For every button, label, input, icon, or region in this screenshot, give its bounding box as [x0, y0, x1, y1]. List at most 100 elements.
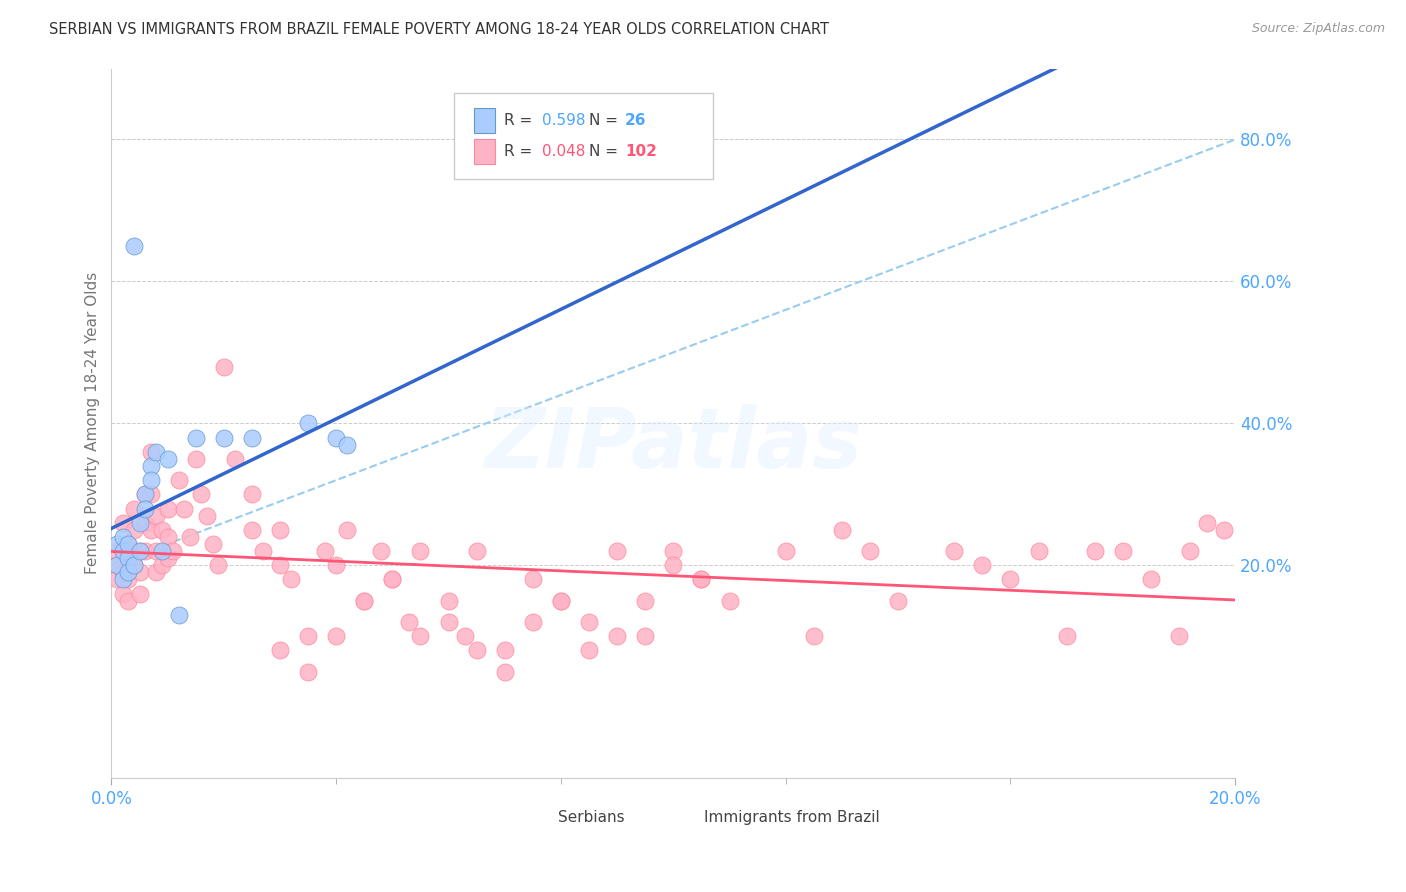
- Point: [325, 558, 347, 573]
- Point: [184, 431, 207, 445]
- Point: [139, 444, 162, 458]
- Point: [1140, 573, 1163, 587]
- Point: [550, 594, 572, 608]
- Point: [122, 501, 145, 516]
- Point: [105, 573, 128, 587]
- Point: [522, 615, 544, 629]
- Point: [128, 587, 150, 601]
- Point: [454, 629, 477, 643]
- Point: [224, 451, 246, 466]
- Text: Immigrants from Brazil: Immigrants from Brazil: [703, 810, 879, 825]
- Point: [606, 629, 628, 643]
- Point: [252, 544, 274, 558]
- Point: [887, 594, 910, 608]
- Point: [195, 508, 218, 523]
- Point: [240, 487, 263, 501]
- Point: [134, 544, 156, 558]
- Point: [201, 537, 224, 551]
- Point: [297, 417, 319, 431]
- Y-axis label: Female Poverty Among 18-24 Year Olds: Female Poverty Among 18-24 Year Olds: [86, 272, 100, 574]
- Point: [1197, 516, 1219, 530]
- Text: Source: ZipAtlas.com: Source: ZipAtlas.com: [1251, 22, 1385, 36]
- Point: [1180, 544, 1202, 558]
- Point: [117, 594, 139, 608]
- Point: [134, 487, 156, 501]
- Point: [105, 558, 128, 573]
- Point: [117, 573, 139, 587]
- Point: [145, 566, 167, 580]
- Point: [139, 523, 162, 537]
- Point: [325, 629, 347, 643]
- Text: SERBIAN VS IMMIGRANTS FROM BRAZIL FEMALE POVERTY AMONG 18-24 YEAR OLDS CORRELATI: SERBIAN VS IMMIGRANTS FROM BRAZIL FEMALE…: [49, 22, 830, 37]
- Point: [1028, 544, 1050, 558]
- Point: [179, 530, 201, 544]
- Point: [167, 607, 190, 622]
- Point: [111, 566, 134, 580]
- FancyBboxPatch shape: [474, 139, 495, 164]
- Point: [150, 558, 173, 573]
- Point: [381, 573, 404, 587]
- Point: [145, 508, 167, 523]
- Point: [162, 544, 184, 558]
- Point: [494, 643, 516, 657]
- FancyBboxPatch shape: [474, 108, 495, 133]
- Text: 102: 102: [626, 144, 657, 159]
- Point: [111, 544, 134, 558]
- Point: [353, 594, 375, 608]
- Point: [150, 544, 173, 558]
- Point: [662, 544, 685, 558]
- Point: [522, 573, 544, 587]
- Point: [122, 558, 145, 573]
- Point: [1112, 544, 1135, 558]
- Point: [803, 629, 825, 643]
- Point: [409, 544, 432, 558]
- Point: [297, 629, 319, 643]
- Point: [134, 501, 156, 516]
- Point: [184, 451, 207, 466]
- Point: [117, 551, 139, 566]
- FancyBboxPatch shape: [673, 809, 697, 826]
- Point: [606, 544, 628, 558]
- Point: [111, 573, 134, 587]
- Point: [381, 573, 404, 587]
- Point: [437, 615, 460, 629]
- Point: [117, 537, 139, 551]
- Point: [280, 573, 302, 587]
- Point: [550, 594, 572, 608]
- Point: [494, 665, 516, 679]
- Point: [409, 629, 432, 643]
- Point: [353, 594, 375, 608]
- Point: [117, 566, 139, 580]
- Point: [145, 444, 167, 458]
- Point: [465, 643, 488, 657]
- Point: [465, 544, 488, 558]
- Point: [269, 523, 291, 537]
- Point: [156, 551, 179, 566]
- Point: [634, 629, 657, 643]
- Point: [297, 665, 319, 679]
- Text: 0.598: 0.598: [541, 112, 585, 128]
- Point: [578, 643, 600, 657]
- Point: [156, 451, 179, 466]
- Point: [122, 523, 145, 537]
- Point: [156, 501, 179, 516]
- Text: 0.048: 0.048: [541, 144, 585, 159]
- Point: [1168, 629, 1191, 643]
- Point: [240, 523, 263, 537]
- Point: [122, 558, 145, 573]
- Point: [173, 501, 195, 516]
- Point: [1000, 573, 1022, 587]
- Point: [634, 594, 657, 608]
- Point: [859, 544, 882, 558]
- Point: [111, 544, 134, 558]
- Text: R =: R =: [503, 112, 537, 128]
- Point: [240, 431, 263, 445]
- Point: [1084, 544, 1107, 558]
- Point: [314, 544, 336, 558]
- Point: [1213, 523, 1236, 537]
- Point: [578, 615, 600, 629]
- Point: [145, 544, 167, 558]
- Point: [105, 544, 128, 558]
- Point: [111, 587, 134, 601]
- Point: [336, 437, 359, 451]
